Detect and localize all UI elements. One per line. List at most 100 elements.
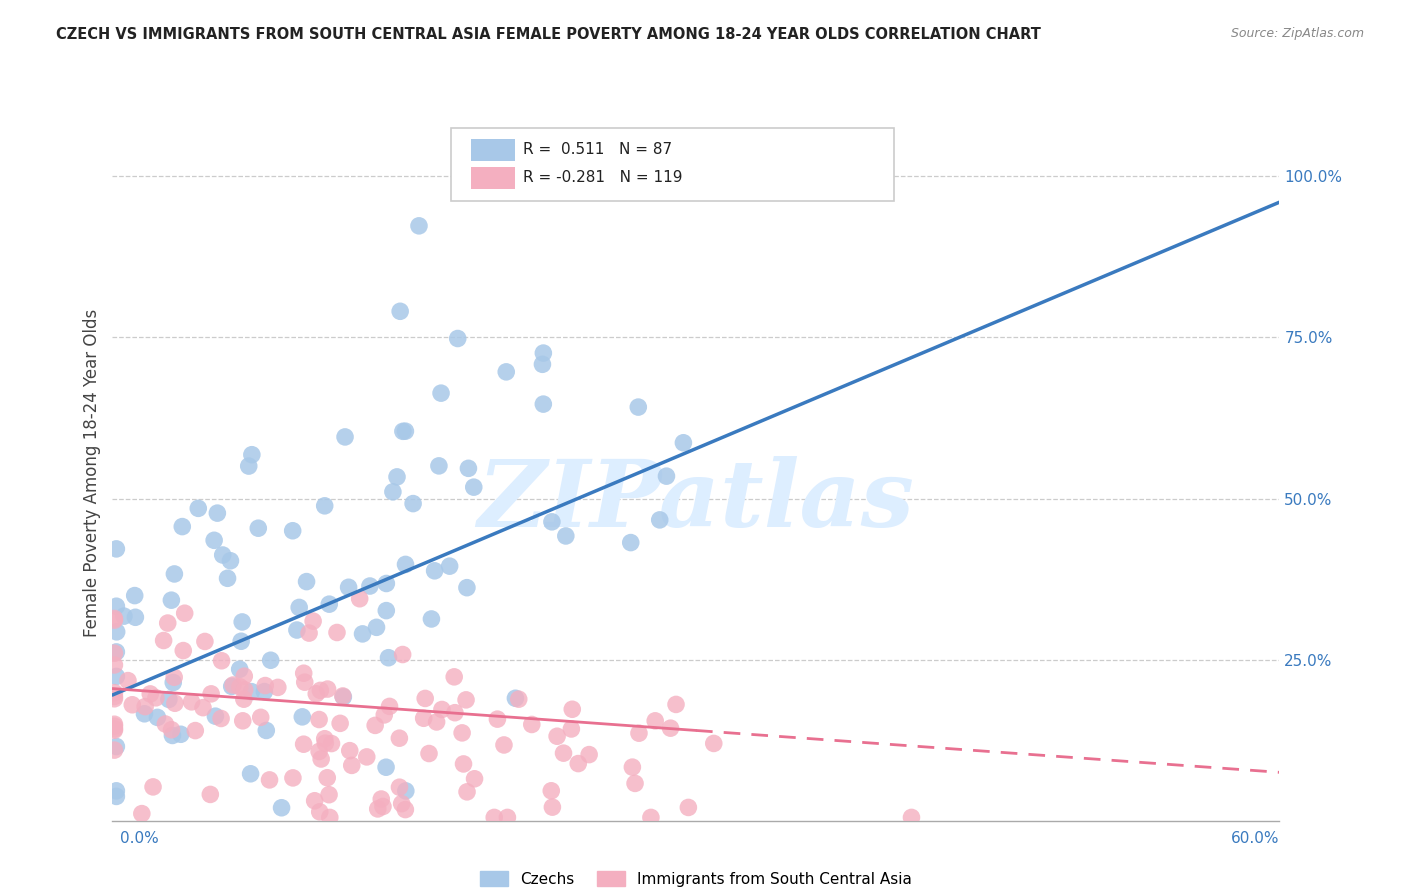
Point	[200, 687, 222, 701]
Point	[332, 689, 354, 703]
Point	[627, 400, 650, 414]
Point	[105, 789, 128, 804]
Point	[413, 691, 436, 706]
Point	[427, 458, 450, 473]
Point	[531, 346, 554, 360]
Point	[152, 633, 174, 648]
Point	[394, 803, 416, 817]
Point	[298, 626, 321, 640]
Point	[464, 772, 486, 786]
Text: 0.0%: 0.0%	[120, 831, 159, 846]
Point	[451, 726, 474, 740]
Point	[640, 810, 662, 824]
Point	[308, 744, 330, 758]
Point	[238, 459, 260, 474]
Point	[103, 722, 125, 736]
Point	[309, 752, 332, 766]
Point	[180, 695, 202, 709]
Point	[553, 746, 575, 760]
Point	[375, 760, 398, 774]
Point	[219, 554, 242, 568]
Point	[318, 788, 340, 802]
Point	[157, 692, 180, 706]
Point	[134, 706, 156, 721]
Point	[624, 776, 647, 790]
Point	[439, 559, 461, 574]
Point	[508, 692, 530, 706]
Point	[371, 799, 394, 814]
Point	[540, 784, 562, 798]
Point	[385, 470, 408, 484]
Point	[659, 721, 682, 735]
Point	[319, 810, 342, 824]
Point	[678, 800, 700, 814]
Point	[333, 430, 356, 444]
Text: R = -0.281   N = 119: R = -0.281 N = 119	[523, 170, 683, 186]
Point	[163, 670, 186, 684]
Point	[103, 690, 125, 704]
Point	[211, 654, 233, 668]
Point	[211, 548, 233, 562]
Point	[375, 576, 398, 591]
Point	[426, 714, 449, 729]
Point	[302, 614, 325, 628]
Point	[373, 707, 395, 722]
Point	[146, 710, 169, 724]
Point	[492, 738, 515, 752]
Point	[554, 529, 576, 543]
Point	[270, 801, 292, 815]
Point	[233, 682, 256, 697]
Point	[423, 564, 446, 578]
Point	[321, 737, 343, 751]
Point	[139, 687, 162, 701]
Point	[142, 780, 165, 794]
Point	[209, 711, 232, 725]
Point	[314, 736, 336, 750]
Point	[367, 802, 389, 816]
Point	[294, 675, 316, 690]
Point	[308, 805, 330, 819]
Point	[648, 513, 671, 527]
Point	[200, 788, 222, 802]
Point	[254, 679, 277, 693]
Point	[332, 690, 354, 704]
Point	[103, 613, 125, 627]
Point	[314, 731, 336, 746]
Point	[352, 627, 374, 641]
Point	[655, 469, 678, 483]
Point	[456, 581, 478, 595]
Point	[412, 711, 434, 725]
Point	[381, 484, 404, 499]
Point	[170, 727, 193, 741]
Point	[418, 747, 440, 761]
Point	[359, 579, 381, 593]
Point	[217, 571, 239, 585]
Point	[292, 666, 315, 681]
Point	[247, 521, 270, 535]
Point	[202, 533, 225, 548]
Point	[103, 646, 125, 660]
Point	[163, 566, 186, 581]
Point	[121, 698, 143, 712]
Point	[314, 499, 336, 513]
Point	[486, 712, 509, 726]
Point	[364, 718, 387, 732]
Point	[578, 747, 600, 762]
Point	[231, 634, 253, 648]
Point	[103, 717, 125, 731]
Point	[349, 591, 371, 606]
Point	[318, 597, 340, 611]
Point	[163, 696, 186, 710]
Point	[408, 219, 430, 233]
Point	[316, 771, 339, 785]
Point	[672, 435, 695, 450]
Point	[162, 729, 184, 743]
Point	[292, 737, 315, 751]
Point	[105, 624, 128, 639]
Point	[232, 714, 254, 728]
Point	[112, 609, 135, 624]
Point	[621, 760, 644, 774]
Point	[172, 519, 194, 533]
Point	[394, 424, 416, 438]
Point	[240, 684, 263, 698]
